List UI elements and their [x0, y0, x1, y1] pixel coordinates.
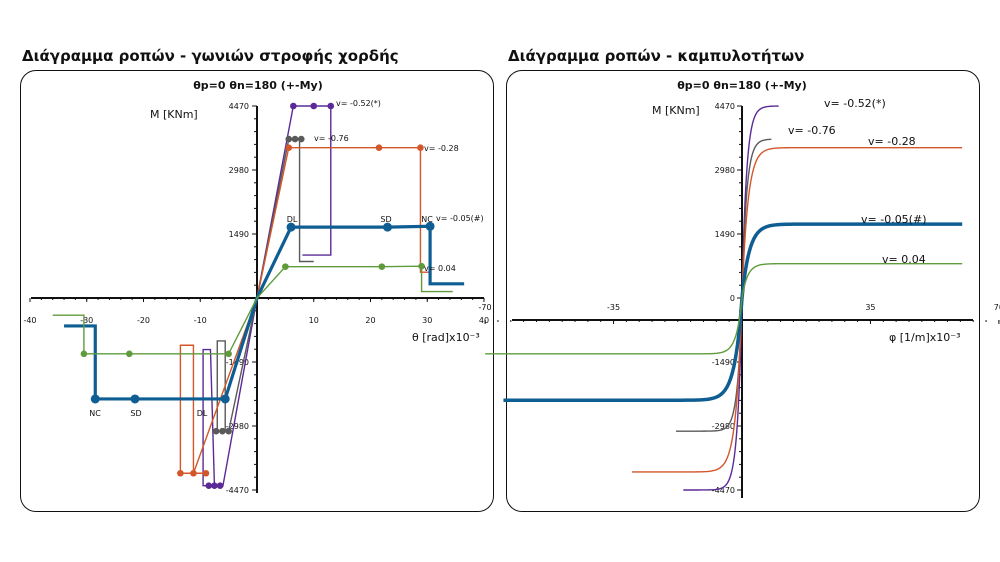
- left-series-marker-blue: [90, 394, 100, 404]
- right-y-tick-label: 2980: [715, 166, 735, 175]
- left-x-axis-label: θ [rad]x10⁻³: [412, 331, 480, 344]
- left-series-marker-purple: [205, 482, 213, 490]
- right-series-curve-green: [485, 262, 963, 355]
- right-series-label-gray: v= -0.76: [788, 124, 836, 137]
- right-x-tick-label: 35: [865, 303, 875, 312]
- left-series-marker-purple: [290, 102, 297, 110]
- left-series-label-blue: v= -0.05(#): [436, 214, 484, 223]
- left-y-tick-label: -4470: [226, 486, 249, 495]
- left-point-label-nc-neg: NC: [89, 409, 101, 418]
- left-series-marker-purple: [310, 102, 318, 110]
- right-series-curve-gray: [675, 138, 772, 432]
- left-series-marker-gray: [285, 135, 293, 143]
- left-y-tick-label: 2980: [229, 166, 249, 175]
- right-chart-heading: Διάγραμμα ροπών - καμπυλοτήτων: [508, 47, 805, 65]
- left-series-marker-gray: [291, 135, 299, 143]
- right-series-curve-blue: [503, 222, 963, 402]
- right-x-axis-label: φ [1/m]x10⁻³: [889, 331, 960, 344]
- right-y-tick-label: -2980: [712, 422, 735, 431]
- left-series-marker-green: [80, 350, 88, 358]
- left-point-label-dl: DL: [287, 215, 298, 224]
- left-series-line-purple: [202, 105, 332, 487]
- left-series-marker-orange: [202, 469, 210, 477]
- left-series-marker-green: [126, 350, 133, 358]
- left-series-marker-orange: [177, 469, 184, 477]
- left-point-label-nc: NC: [421, 215, 433, 224]
- left-series-marker-blue: [383, 222, 393, 232]
- right-series-label-purple: v= -0.52(*): [824, 97, 886, 110]
- left-series-marker-purple: [216, 482, 224, 490]
- right-y-axis-label: M [KNm]: [652, 104, 700, 117]
- left-series-marker-blue: [425, 221, 435, 231]
- right-x-tick-label: -70: [479, 303, 492, 312]
- left-series-marker-green: [225, 350, 232, 358]
- right-series-label-blue: v= -0.05(#): [861, 213, 926, 226]
- left-series-marker-orange: [417, 144, 424, 151]
- left-series-marker-blue: [220, 394, 230, 404]
- left-series-label-gray: v= -0.76: [314, 134, 349, 143]
- left-x-tick-label: -20: [137, 316, 150, 325]
- left-x-tick-label: -10: [194, 316, 207, 325]
- left-series-marker-gray: [297, 135, 305, 143]
- left-y-tick-label: 1490: [229, 230, 249, 239]
- left-series-marker-green: [378, 263, 386, 270]
- right-y-tick-label: 4470: [715, 102, 735, 111]
- left-series-marker-purple: [211, 482, 218, 490]
- left-y-tick-label: -2980: [226, 422, 249, 431]
- right-series-label-orange: v= -0.28: [868, 135, 916, 148]
- left-series-line-blue: [64, 224, 465, 401]
- left-x-tick-label: 20: [365, 316, 375, 325]
- left-point-label-sd: SD: [380, 215, 391, 224]
- left-series-marker-purple: [327, 102, 335, 110]
- left-x-tick-label: 10: [309, 316, 319, 325]
- left-x-tick-label: 40: [479, 316, 489, 325]
- right-y-tick-label: 0: [730, 294, 735, 303]
- right-series-label-green: v= 0.04: [882, 253, 926, 266]
- left-series-label-purple: v= -0.52(*): [336, 99, 381, 108]
- left-series-label-green: v= 0.04: [424, 264, 456, 273]
- left-series-line-green: [52, 265, 453, 355]
- left-chart-heading: Διάγραμμα ροπών - γωνιών στροφής χορδής: [22, 47, 399, 65]
- left-series-marker-orange: [375, 144, 383, 151]
- left-series-marker-green: [282, 263, 289, 270]
- left-y-axis-label: M [KNm]: [150, 108, 198, 121]
- left-series-marker-blue: [286, 222, 296, 232]
- right-x-tick-label: -35: [607, 303, 620, 312]
- left-series-marker-green: [418, 262, 425, 270]
- left-series-marker-orange: [285, 144, 293, 151]
- left-x-tick-label: -40: [23, 316, 36, 325]
- right-y-tick-label: -4470: [712, 486, 735, 495]
- left-series-marker-gray: [212, 427, 220, 435]
- right-series-curve-orange: [631, 146, 963, 473]
- left-series-line-gray: [216, 138, 314, 432]
- left-series-marker-blue: [130, 394, 140, 404]
- right-chart-subtitle: θp=0 θn=180 (+-My): [677, 79, 806, 92]
- left-series-marker-orange: [190, 469, 197, 477]
- right-x-tick-label: 70: [994, 303, 1000, 312]
- left-chart-subtitle: θp=0 θn=180 (+-My): [193, 79, 322, 92]
- left-series-label-orange: v= -0.28: [424, 144, 459, 153]
- left-point-label-sd-neg: SD: [130, 409, 141, 418]
- left-x-tick-label: -30: [80, 316, 93, 325]
- right-y-tick-label: 1490: [715, 230, 735, 239]
- left-x-tick-label: 30: [422, 316, 432, 325]
- right-y-tick-label: -1490: [712, 358, 735, 367]
- left-series-marker-gray: [225, 427, 232, 435]
- left-point-label-dl-neg: DL: [197, 409, 208, 418]
- left-y-tick-label: 4470: [229, 102, 249, 111]
- left-series-marker-gray: [219, 427, 226, 435]
